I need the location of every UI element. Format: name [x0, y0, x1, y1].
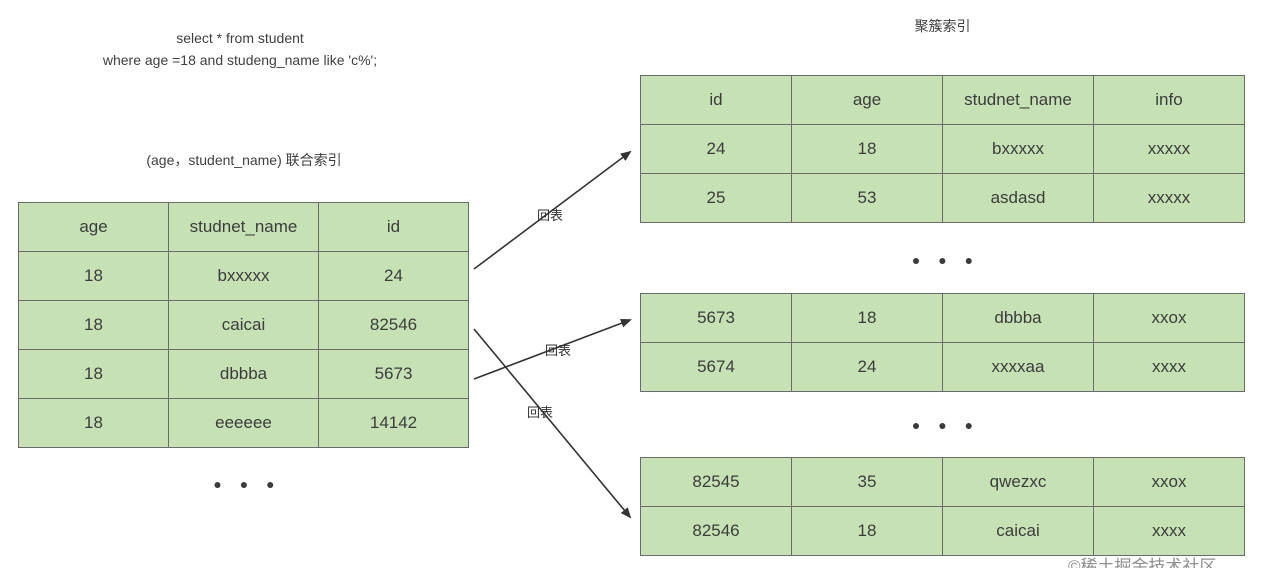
cell: caicai [168, 300, 319, 350]
cell: bxxxxx [168, 251, 319, 301]
header-cell: id [640, 75, 792, 125]
ellipsis-left: ● ● ● [213, 476, 275, 492]
cell: 18 [18, 300, 169, 350]
cell: 18 [791, 293, 943, 343]
watermark: ©稀土掘金技术社区 [1068, 557, 1217, 568]
cell: 18 [18, 398, 169, 448]
table-header-row: age studnet_name id [18, 202, 469, 252]
cell: 18 [791, 506, 943, 556]
cell: xxxxx [1093, 173, 1245, 223]
cell: dbbba [168, 349, 319, 399]
cell: 18 [18, 349, 169, 399]
cell: eeeeee [168, 398, 319, 448]
clustered-index-title: 聚簇索引 [914, 18, 971, 34]
header-cell: info [1093, 75, 1245, 125]
cell: xxxxx [1093, 124, 1245, 174]
cell: bxxxxx [942, 124, 1094, 174]
cell: 25 [640, 173, 792, 223]
cell: 24 [791, 342, 943, 392]
table-row: 18 caicai 82546 [18, 300, 469, 350]
header-cell: age [18, 202, 169, 252]
cell: xxxx [1093, 342, 1245, 392]
composite-index-table: age studnet_name id 18 bxxxxx 24 18 caic… [18, 202, 469, 448]
table-row: 82546 18 caicai xxxx [640, 506, 1245, 556]
cell: xxxx [1093, 506, 1245, 556]
cell: xxxxaa [942, 342, 1094, 392]
header-cell: studnet_name [168, 202, 319, 252]
sql-line-2: where age =18 and studeng_name like 'c%'… [102, 51, 378, 68]
cell: xxox [1093, 293, 1245, 343]
sql-query-caption: select * from student where age =18 and … [60, 28, 420, 71]
header-cell: age [791, 75, 943, 125]
sql-line-1: select * from student [176, 30, 304, 46]
cell: 18 [791, 124, 943, 174]
composite-index-label: (age，student_name) 联合索引 [146, 152, 342, 168]
cell: 18 [18, 251, 169, 301]
cell: 82546 [640, 506, 792, 556]
table-header-row: id age studnet_name info [640, 75, 1245, 125]
cell: 14142 [318, 398, 469, 448]
table-row: 82545 35 qwezxc xxox [640, 457, 1245, 507]
cell: 5674 [640, 342, 792, 392]
clustered-index-table-3: 82545 35 qwezxc xxox 82546 18 caicai xxx… [640, 457, 1245, 556]
table-row: 25 53 asdasd xxxxx [640, 173, 1245, 223]
clustered-index-table-2: 5673 18 dbbba xxox 5674 24 xxxxaa xxxx [640, 293, 1245, 392]
cell: 24 [318, 251, 469, 301]
cell: caicai [942, 506, 1094, 556]
cell: 82545 [640, 457, 792, 507]
table-row: 18 dbbba 5673 [18, 349, 469, 399]
cell: 35 [791, 457, 943, 507]
table-row: 24 18 bxxxxx xxxxx [640, 124, 1245, 174]
cell: asdasd [942, 173, 1094, 223]
back-to-table-label-2: 回表 [545, 343, 572, 358]
cell: 5673 [640, 293, 792, 343]
clustered-index-table-1: id age studnet_name info 24 18 bxxxxx xx… [640, 75, 1245, 223]
table-row: 18 bxxxxx 24 [18, 251, 469, 301]
table-row: 18 eeeeee 14142 [18, 398, 469, 448]
back-to-table-label-3: 回表 [527, 405, 554, 420]
table-row: 5673 18 dbbba xxox [640, 293, 1245, 343]
cell: xxox [1093, 457, 1245, 507]
cell: qwezxc [942, 457, 1094, 507]
table-row: 5674 24 xxxxaa xxxx [640, 342, 1245, 392]
cell: 5673 [318, 349, 469, 399]
back-to-table-label-1: 回表 [537, 208, 564, 223]
ellipsis-right-2: ● ● ● [911, 417, 974, 433]
ellipsis-right-1: ● ● ● [911, 252, 974, 268]
cell: 24 [640, 124, 792, 174]
cell: dbbba [942, 293, 1094, 343]
header-cell: id [318, 202, 469, 252]
header-cell: studnet_name [942, 75, 1094, 125]
cell: 53 [791, 173, 943, 223]
cell: 82546 [318, 300, 469, 350]
